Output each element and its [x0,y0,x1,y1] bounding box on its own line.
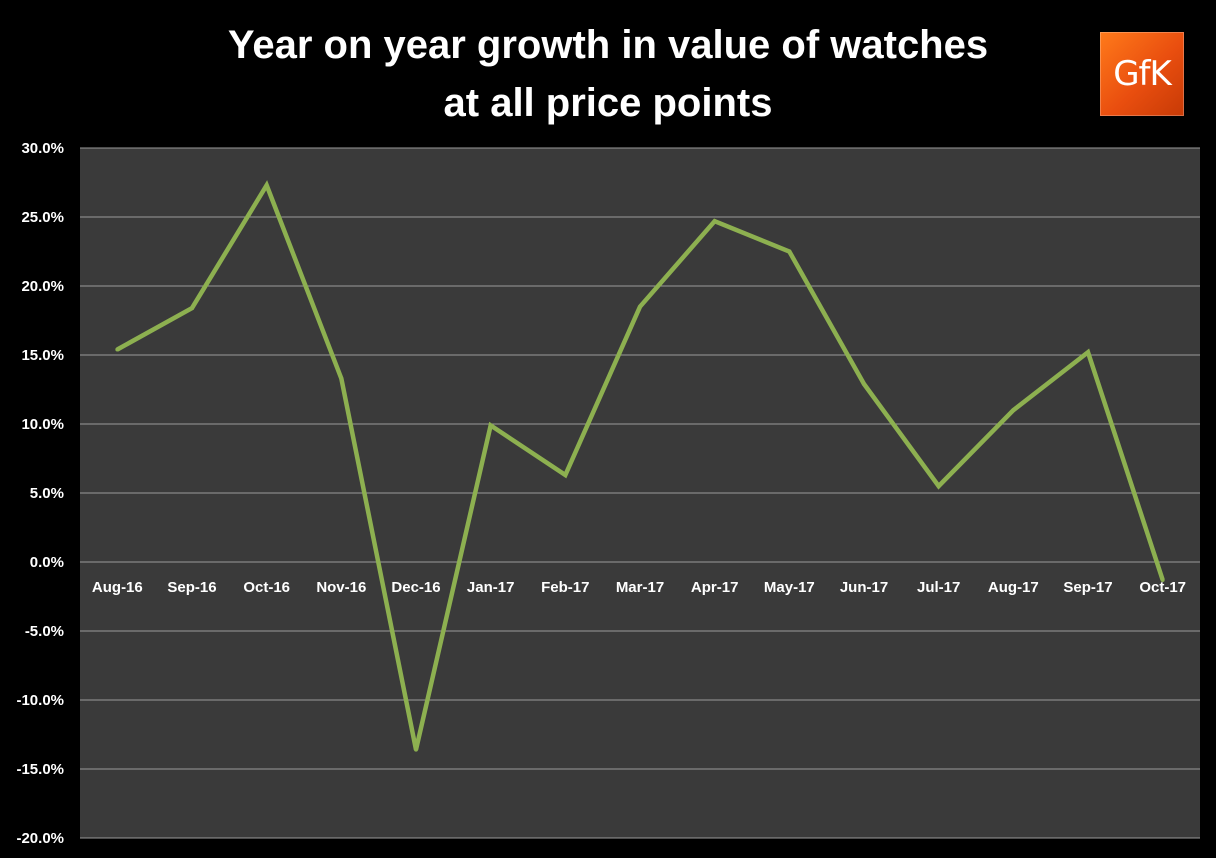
y-tick-label: 10.0% [21,416,64,433]
data-point [862,381,866,386]
y-tick-label: 15.0% [21,347,64,364]
data-point [414,747,418,752]
data-points [115,183,1165,752]
data-point [1086,350,1090,355]
x-tick-label: Dec-16 [391,579,440,596]
gfk-logo-text: GfK [1113,54,1172,94]
x-tick-label: Jul-17 [917,579,960,596]
x-tick-label: Jan-17 [467,579,515,596]
data-point [264,183,269,188]
y-tick-label: -20.0% [16,830,64,847]
gridlines [80,147,1200,839]
data-point [115,347,120,352]
x-tick-label: Apr-17 [691,579,739,596]
x-tick-label: Jun-17 [840,579,888,596]
data-point [712,219,717,224]
y-tick-label: -10.0% [16,692,64,709]
y-tick-label: 20.0% [21,278,64,295]
gfk-logo: GfK [1100,32,1184,116]
data-point [190,306,194,311]
x-tick-label: Oct-16 [243,579,290,596]
data-point [1011,408,1016,413]
y-tick-label: 25.0% [21,209,64,226]
data-point [787,249,792,254]
x-tick-label: Aug-17 [988,579,1039,596]
y-axis-tick-labels: 30.0% 25.0% 20.0% 15.0% 10.0% 5.0% 0.0% -5.0% -1… [16,140,64,847]
x-tick-label: Nov-16 [316,579,366,596]
x-tick-label: Aug-16 [92,579,143,596]
y-tick-label: 0.0% [30,554,64,571]
x-tick-label: Sep-16 [167,579,216,596]
data-point [488,423,493,428]
y-tick-label: 30.0% [21,140,64,157]
x-tick-label: Sep-17 [1063,579,1112,596]
data-point [638,304,642,309]
chart-title-line-1: Year on year growth in value of watches [227,23,989,67]
x-tick-label: Feb-17 [541,579,589,596]
data-point [1160,577,1165,582]
y-tick-label: 5.0% [30,485,64,502]
chart-title-line-2: at all price points [443,81,773,125]
x-tick-label: Oct-17 [1139,579,1186,596]
x-tick-label: May-17 [764,579,815,596]
data-point [936,484,941,489]
data-point [563,473,568,478]
data-point [339,376,344,381]
y-tick-label: -15.0% [16,761,64,778]
y-tick-label: -5.0% [25,623,64,640]
x-tick-label: Mar-17 [616,579,664,596]
x-axis-tick-labels: Aug-16 Sep-16 Oct-16 Nov-16 Dec-16 Jan-17 Feb-… [92,579,1186,596]
